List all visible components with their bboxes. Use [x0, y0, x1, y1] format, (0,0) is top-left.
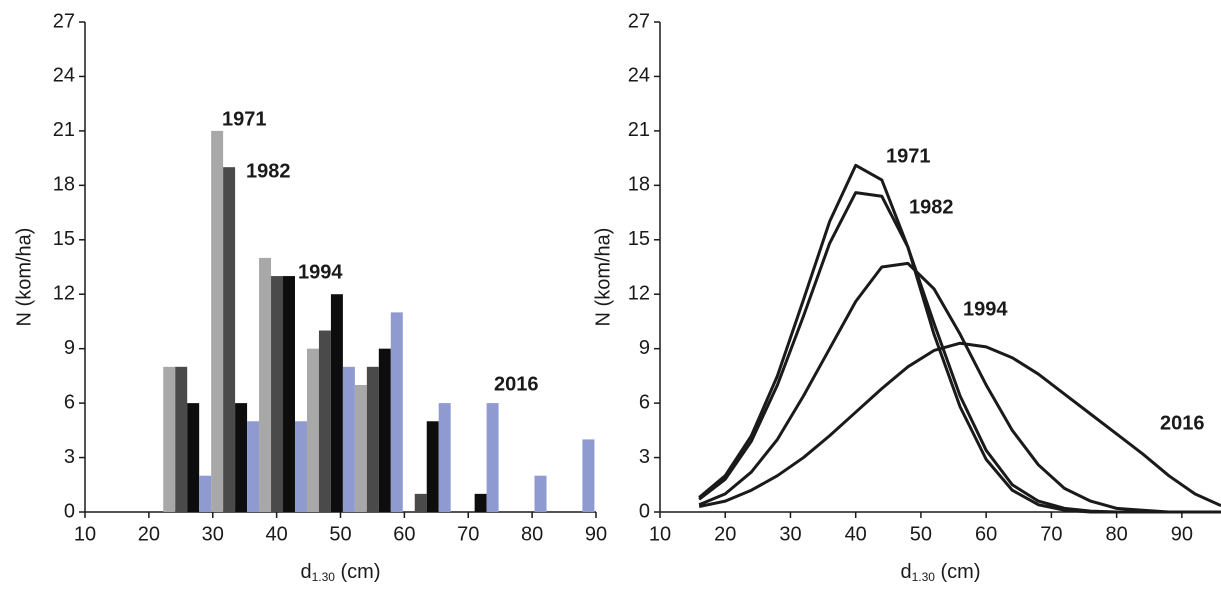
y-tick-label: 0 — [639, 500, 650, 522]
bar — [306, 348, 319, 512]
y-tick-label: 9 — [64, 337, 75, 359]
series-label: 2016 — [494, 373, 539, 395]
x-axis-label-unit: (cm) — [335, 561, 381, 583]
x-tick-label: 10 — [649, 523, 671, 545]
x-tick-label: 90 — [1171, 523, 1193, 545]
bar — [259, 257, 272, 512]
y-tick-label: 18 — [628, 174, 650, 196]
y-axis-label: N (kom/ha) — [592, 228, 614, 327]
x-axis-label-sub: 1.30 — [312, 570, 336, 584]
x-tick-label: 40 — [845, 523, 867, 545]
x-tick-label: 30 — [779, 523, 801, 545]
y-tick-label: 18 — [53, 174, 75, 196]
bar — [175, 366, 188, 512]
x-axis-label-main: d — [300, 561, 311, 583]
x-tick-label: 20 — [138, 523, 160, 545]
line — [698, 341, 1221, 509]
x-tick-label: 30 — [202, 523, 224, 545]
x-axis-label-main: d — [900, 561, 911, 583]
line — [698, 261, 1221, 514]
bar — [378, 348, 391, 512]
y-tick-label: 24 — [53, 65, 75, 87]
x-axis-label-unit: (cm) — [935, 561, 981, 583]
y-tick-label: 27 — [628, 10, 650, 32]
y-tick-label: 6 — [64, 391, 75, 413]
y-tick-label: 12 — [53, 283, 75, 305]
bar — [271, 276, 284, 512]
y-tick-label: 3 — [639, 446, 650, 468]
y-tick-label: 15 — [53, 228, 75, 250]
series-label: 1994 — [298, 261, 343, 283]
y-tick-label: 27 — [53, 10, 75, 32]
x-tick-label: 20 — [714, 523, 736, 545]
y-tick-label: 0 — [64, 500, 75, 522]
x-axis-label: d1.30 (cm) — [900, 561, 980, 584]
bar — [330, 294, 343, 512]
y-tick-label: 9 — [639, 337, 650, 359]
bar — [582, 439, 595, 512]
bar — [534, 475, 547, 512]
bar — [342, 366, 355, 512]
bar — [235, 403, 248, 512]
y-tick-label: 6 — [639, 391, 650, 413]
y-axis-label: N (kom/ha) — [13, 228, 35, 327]
x-tick-label: 70 — [457, 523, 479, 545]
x-tick-label: 90 — [585, 523, 607, 545]
y-tick-label: 15 — [628, 228, 650, 250]
bar — [318, 330, 331, 512]
x-tick-label: 80 — [521, 523, 543, 545]
bar — [247, 421, 260, 512]
x-tick-label: 70 — [1040, 523, 1062, 545]
bar — [294, 421, 307, 512]
bar — [426, 421, 439, 512]
bar — [438, 403, 451, 512]
x-tick-label: 50 — [910, 523, 932, 545]
y-tick-label: 3 — [64, 446, 75, 468]
series-label: 1994 — [963, 298, 1008, 320]
series-label: 1971 — [222, 108, 267, 130]
x-tick-label: 80 — [1106, 523, 1128, 545]
bar — [199, 475, 212, 512]
line — [698, 191, 1221, 514]
x-tick-label: 50 — [329, 523, 351, 545]
bar — [211, 130, 224, 512]
y-tick-label: 21 — [53, 119, 75, 141]
x-tick-label: 60 — [975, 523, 997, 545]
y-tick-label: 12 — [628, 283, 650, 305]
x-tick-label: 10 — [74, 523, 96, 545]
x-axis-label: d1.30 (cm) — [300, 561, 380, 584]
bar — [223, 167, 236, 512]
series-label: 1982 — [246, 160, 291, 182]
y-tick-label: 24 — [628, 65, 650, 87]
bar — [390, 312, 403, 512]
series-label: 2016 — [1160, 412, 1205, 434]
x-axis-label-sub: 1.30 — [912, 570, 936, 584]
y-tick-label: 21 — [628, 119, 650, 141]
bar — [283, 276, 295, 512]
series-label: 1982 — [909, 196, 954, 218]
bar — [414, 493, 427, 512]
bar — [163, 366, 176, 512]
x-tick-label: 40 — [266, 523, 288, 545]
series-label: 1971 — [886, 145, 931, 167]
bar — [354, 384, 367, 512]
bar — [474, 493, 487, 512]
line — [698, 163, 1221, 514]
x-tick-label: 60 — [393, 523, 415, 545]
bar — [486, 403, 499, 512]
bar — [187, 403, 200, 512]
bar — [366, 366, 379, 512]
